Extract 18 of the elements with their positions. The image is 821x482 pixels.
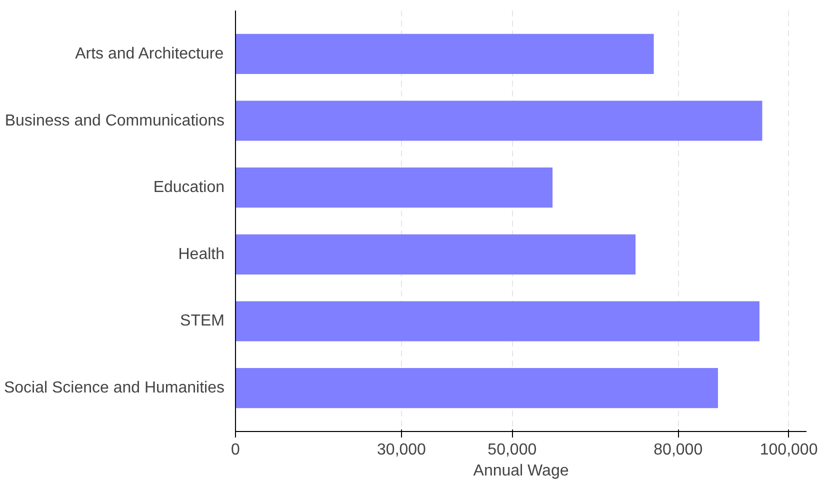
bar (236, 368, 718, 408)
bar (236, 301, 760, 342)
y-tick-label: Education (153, 179, 225, 196)
x-axis-title: Annual Wage (473, 462, 569, 480)
x-tick-label: 80,000 (654, 442, 703, 458)
y-tick-label: Arts and Architecture (75, 45, 224, 62)
bar (236, 234, 636, 274)
bar (236, 34, 654, 74)
x-tick-label: 50,000 (488, 442, 537, 458)
y-tick-label: Health (178, 246, 224, 263)
x-tick-label: 0 (231, 442, 240, 458)
bar (236, 100, 762, 141)
y-tick-label: Business and Communications (4, 112, 225, 130)
y-tick-label: Social Science and Humanities (4, 380, 224, 397)
bar (236, 168, 553, 208)
x-tick-label: 100,000 (760, 442, 818, 458)
x-tick-label: 30,000 (377, 442, 426, 458)
y-tick-label: STEM (180, 312, 225, 330)
